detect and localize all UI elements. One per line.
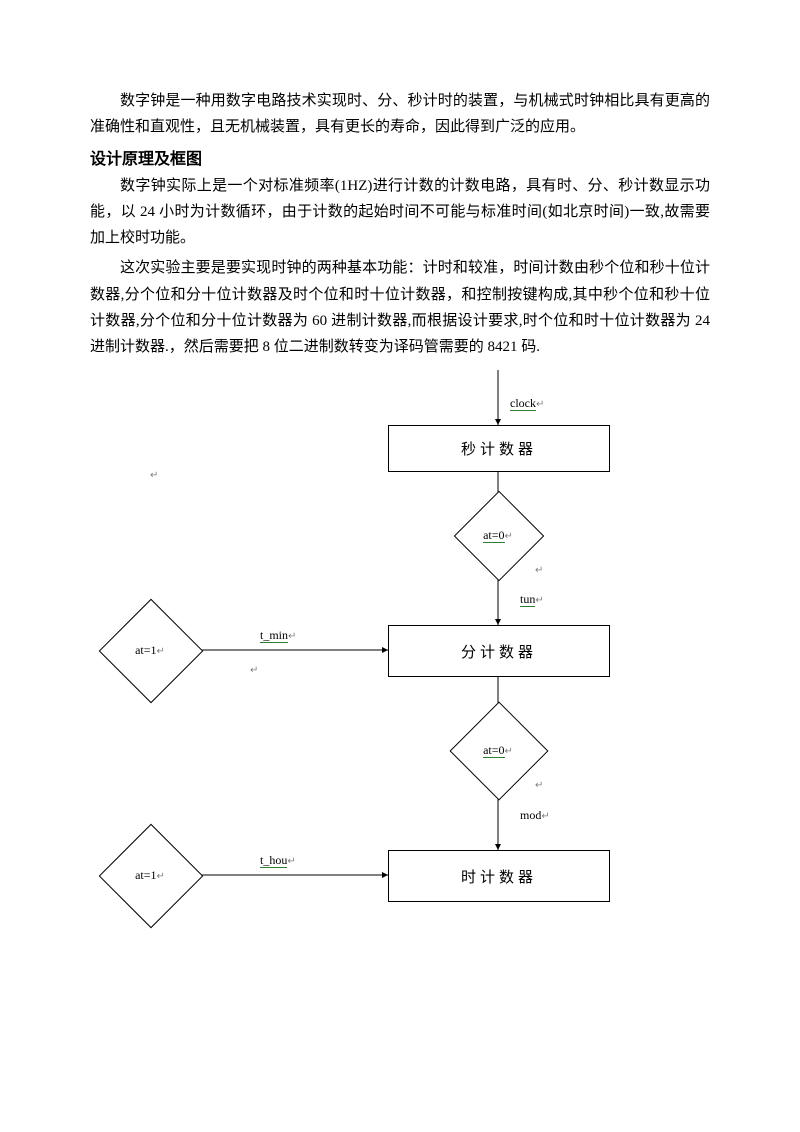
principle-paragraph-2: 这次实验主要是要实现时钟的两种基本功能：计时和较准，时间计数由秒个位和秒十位计数… — [90, 255, 710, 360]
label-mod: mod↵ — [520, 808, 550, 823]
label-clock: clock↵ — [510, 396, 544, 411]
document-page: 数字钟是一种用数字电路技术实现时、分、秒计时的装置，与机械式时钟相比具有更高的准… — [0, 0, 800, 1030]
node-seconds-counter: 秒计数器 — [388, 425, 610, 472]
label-t-min: t_min↵ — [260, 628, 296, 643]
intro-paragraph: 数字钟是一种用数字电路技术实现时、分、秒计时的装置，与机械式时钟相比具有更高的准… — [90, 88, 710, 141]
node-seconds-label: 秒计数器 — [461, 438, 537, 459]
decision-at0-min — [450, 702, 549, 801]
decision-at0-sec — [454, 491, 545, 582]
node-minutes-counter: 分计数器 — [388, 625, 610, 677]
decision-at1-hour — [99, 824, 204, 929]
stray-symbol: ↵ — [150, 470, 158, 481]
node-hours-counter: 时计数器 — [388, 850, 610, 902]
node-minutes-label: 分计数器 — [461, 641, 537, 662]
stray-symbol: ↵ — [250, 665, 258, 676]
principle-paragraph-1: 数字钟实际上是一个对标准频率(1HZ)进行计数的计数电路，具有时、分、秒计数显示… — [90, 173, 710, 252]
stray-symbol: ↵ — [535, 565, 543, 576]
decision-at1-min — [99, 599, 204, 704]
label-tun: tun↵ — [520, 592, 544, 607]
label-t-hou: t_hou↵ — [260, 853, 296, 868]
section-heading: 设计原理及框图 — [90, 145, 710, 169]
node-hours-label: 时计数器 — [461, 866, 537, 887]
flowchart-diagram: clock↵ 秒计数器 at=0↵ tun↵ at=1↵ t_min↵ 分计数器 — [90, 370, 710, 990]
stray-symbol: ↵ — [535, 780, 543, 791]
